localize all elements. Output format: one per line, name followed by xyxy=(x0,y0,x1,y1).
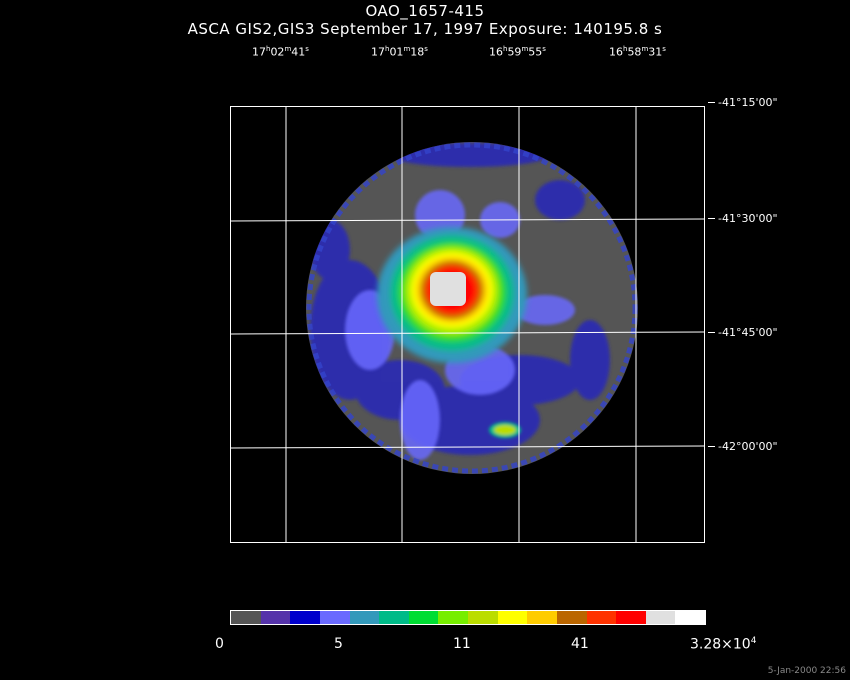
ra-label: 17h01m18s xyxy=(371,45,428,59)
colorbar-label: 11 xyxy=(453,636,471,652)
image-title: OAO_1657-415 xyxy=(365,2,485,20)
colorbar-swatch xyxy=(438,611,468,624)
colorbar-label: 0 xyxy=(215,636,224,652)
dec-label: -41°45'00" xyxy=(708,326,778,339)
colorbar-swatch xyxy=(645,611,676,624)
dec-label: -42°00'00" xyxy=(708,440,778,453)
colorbar-swatch xyxy=(556,611,587,624)
datestamp: 5-Jan-2000 22:56 xyxy=(767,666,846,676)
colorbar-label: 5 xyxy=(334,636,343,652)
ra-label: 16h59m55s xyxy=(489,45,546,59)
colorbar-swatch xyxy=(616,611,646,624)
colorbar-swatch xyxy=(527,611,557,624)
colorbar-swatch xyxy=(379,611,409,624)
colorbar-swatch xyxy=(231,611,261,624)
colorbar-swatch xyxy=(468,611,498,624)
image-subtitle: ASCA GIS2,GIS3 September 17, 1997 Exposu… xyxy=(187,20,663,38)
emission-map xyxy=(306,142,638,474)
image-frame xyxy=(230,106,705,543)
colorbar-swatch xyxy=(586,611,617,624)
colorbar-swatch xyxy=(349,611,380,624)
colorbar-swatch xyxy=(408,611,439,624)
source-core xyxy=(430,272,466,306)
dec-label: -41°30'00" xyxy=(708,212,778,225)
colorbar xyxy=(230,610,706,625)
colorbar-swatch xyxy=(319,611,350,624)
colorbar-label: 41 xyxy=(571,636,589,652)
ra-label: 16h58m31s xyxy=(609,45,666,59)
ra-label: 17h02m41s xyxy=(252,45,309,59)
colorbar-swatch xyxy=(260,611,291,624)
colorbar-max-label: 3.28×104 xyxy=(690,636,757,653)
colorbar-swatch xyxy=(675,611,705,624)
colorbar-swatch xyxy=(290,611,320,624)
colorbar-swatch xyxy=(497,611,528,624)
dec-label: -41°15'00" xyxy=(708,96,778,109)
